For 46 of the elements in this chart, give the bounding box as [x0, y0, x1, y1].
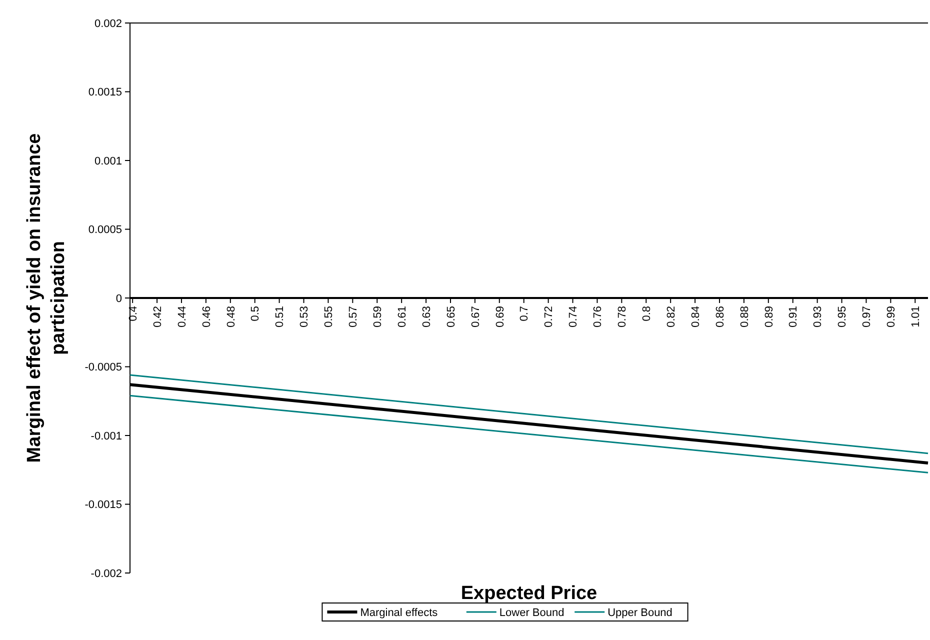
x-tick-label: 0.93: [812, 306, 824, 328]
x-tick-label: 0.72: [543, 306, 556, 328]
x-tick-label: 0.53: [298, 306, 311, 328]
x-tick-label: 0.8: [640, 306, 653, 322]
x-tick-label: 0.88: [738, 306, 751, 328]
x-tick-label: 0.61: [396, 306, 408, 328]
x-tick-label: 0.7: [518, 306, 531, 322]
x-tick-label: 0.78: [616, 306, 629, 328]
y-tick-label: 0: [116, 292, 122, 305]
y-axis-title: Marginal effect of yield on insurance participation: [24, 133, 69, 463]
x-tick-label: 0.55: [323, 306, 336, 328]
x-tick-label: 1.01: [910, 306, 922, 328]
x-tick-label: 0.57: [348, 306, 360, 328]
x-axis-title: Expected Price: [460, 583, 598, 604]
x-tick-label: 0.74: [568, 306, 580, 328]
y-tick-label: -0.002: [90, 568, 122, 580]
x-tick-label: 0.86: [714, 306, 726, 328]
x-tick-label: 0.42: [152, 306, 164, 328]
x-tick-label: 0.89: [763, 306, 776, 328]
x-tick-label: 0.82: [665, 306, 678, 328]
x-tick-label: 0.67: [470, 306, 482, 328]
x-tick-label: 0.63: [420, 306, 433, 328]
y-tick-label: -0.001: [90, 430, 122, 442]
y-tick-label: 0.0015: [88, 86, 122, 99]
x-tick-label: 0.95: [836, 306, 849, 328]
y-tick-label: -0.0015: [84, 499, 122, 512]
y-tick-label: 0.0005: [88, 224, 122, 236]
x-tick-label: 0.97: [861, 306, 874, 328]
x-tick-label: 0.99: [886, 306, 898, 328]
x-tick-label: 0.84: [690, 306, 702, 328]
legend-label: Upper Bound: [608, 606, 672, 619]
x-tick-label: 0.51: [274, 306, 286, 328]
legend-label: Marginal effects: [360, 606, 438, 619]
legend-label: Lower Bound: [499, 606, 564, 619]
y-tick-label: 0.002: [94, 18, 122, 30]
x-tick-label: 0.46: [200, 306, 213, 328]
y-tick-label: -0.0005: [84, 362, 122, 374]
y-tick-label: 0.001: [94, 155, 122, 168]
x-tick-label: 0.59: [372, 306, 384, 328]
x-tick-label: 0.5: [250, 306, 262, 322]
x-tick-label: 0.91: [788, 306, 800, 328]
x-tick-label: 0.44: [176, 306, 188, 328]
x-tick-label: 0.48: [225, 306, 238, 328]
x-tick-label: 0.76: [592, 306, 604, 328]
x-tick-label: 0.69: [494, 306, 506, 328]
x-tick-label: 0.65: [445, 306, 458, 328]
